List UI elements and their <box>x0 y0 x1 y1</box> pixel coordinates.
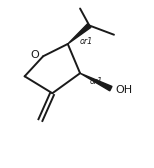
Text: or1: or1 <box>89 77 103 86</box>
Text: OH: OH <box>115 85 133 95</box>
Text: or1: or1 <box>79 37 93 46</box>
Polygon shape <box>80 73 112 91</box>
Text: O: O <box>30 50 39 60</box>
Polygon shape <box>68 24 91 44</box>
